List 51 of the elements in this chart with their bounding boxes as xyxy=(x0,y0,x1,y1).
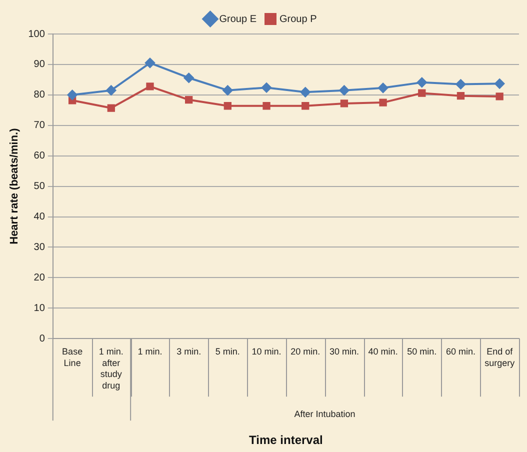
y-tick-label: 20 xyxy=(34,272,46,284)
point xyxy=(418,89,426,97)
point xyxy=(184,72,194,83)
legend-label: Group P xyxy=(280,14,318,25)
y-tick-label: 0 xyxy=(39,333,46,344)
y-tick-label: 80 xyxy=(34,90,46,101)
x-tick-label: 3 min. xyxy=(176,346,202,357)
point xyxy=(302,102,310,110)
point xyxy=(340,100,348,108)
y-tick-label: 30 xyxy=(34,242,46,253)
point xyxy=(300,87,310,98)
point xyxy=(456,79,466,90)
x-tick-label: 1 min. xyxy=(138,346,162,357)
point xyxy=(224,102,232,110)
point xyxy=(262,102,270,110)
y-tick-label: 10 xyxy=(34,302,46,314)
y-tick-label: 40 xyxy=(34,212,46,223)
point xyxy=(416,77,427,88)
point xyxy=(107,104,115,112)
x-tick-label: 10 min. xyxy=(252,346,282,357)
point xyxy=(494,78,505,89)
x-tick-label: 40 min. xyxy=(368,346,398,357)
point xyxy=(378,82,388,93)
x-axis-title: Time interval xyxy=(249,433,323,448)
point xyxy=(106,85,116,96)
point xyxy=(379,98,387,106)
point xyxy=(496,92,504,100)
point xyxy=(262,82,272,93)
y-tick-label: 70 xyxy=(34,120,46,132)
y-tick-label: 100 xyxy=(28,28,46,40)
point xyxy=(222,85,233,96)
x-tick-label: End of surgery xyxy=(484,346,516,368)
y-tick-label: 50 xyxy=(34,181,46,192)
text: After Intubation xyxy=(294,409,356,420)
point xyxy=(339,85,350,96)
x-tick-label: 50 min. xyxy=(407,346,437,357)
x-tick-label: 20 min. xyxy=(290,346,320,357)
x-tick-label: 30 min. xyxy=(329,346,359,357)
y-axis-title: Heart rate (beats/min.) xyxy=(8,128,21,244)
point xyxy=(456,92,465,100)
y-tick-label: 90 xyxy=(34,59,46,70)
x-tick-label: 60 min. xyxy=(446,346,476,357)
point xyxy=(185,96,193,104)
point xyxy=(67,90,78,100)
x-tick-label: Base Line xyxy=(62,346,83,368)
x-tick-label: 1 min. after study drug xyxy=(98,346,124,390)
legend-label: Group E xyxy=(219,14,257,25)
y-tick-label: 60 xyxy=(34,150,46,162)
point xyxy=(144,58,155,68)
x-tick-label: 5 min. xyxy=(215,346,240,357)
point xyxy=(146,82,154,90)
